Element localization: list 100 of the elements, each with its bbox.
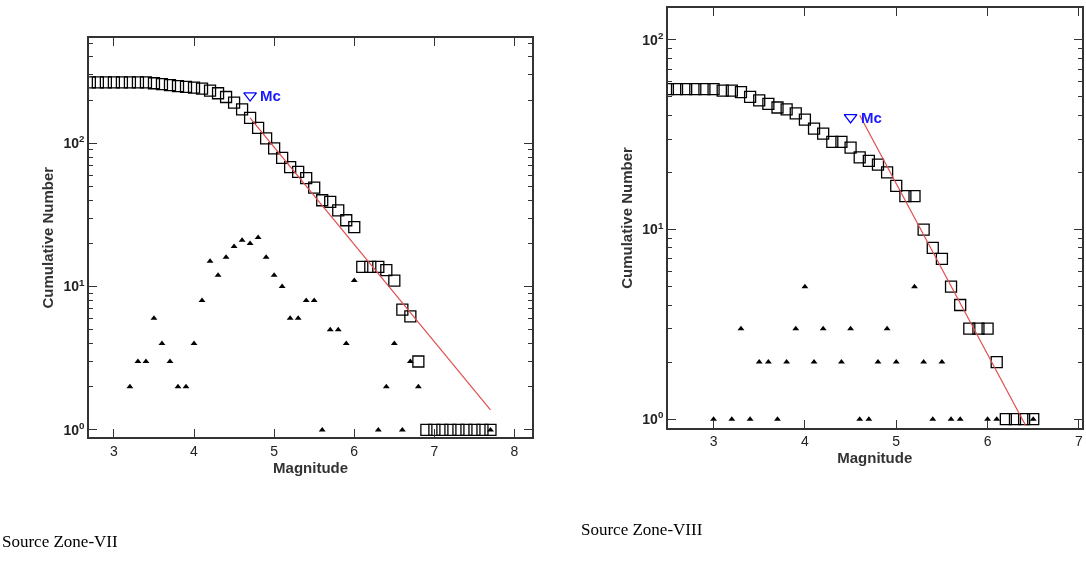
point <box>420 423 433 437</box>
point <box>990 355 1003 369</box>
point <box>163 79 177 92</box>
point <box>324 195 337 208</box>
point <box>292 165 305 179</box>
point <box>774 416 781 421</box>
point <box>259 132 273 145</box>
point <box>734 86 748 99</box>
x-tick-label: 3 <box>709 433 718 450</box>
point <box>147 77 161 90</box>
point <box>278 283 286 289</box>
point <box>798 113 812 126</box>
point <box>444 423 457 437</box>
point <box>890 179 903 192</box>
point <box>780 103 793 116</box>
point <box>267 142 281 155</box>
point <box>944 280 958 293</box>
point <box>284 161 297 174</box>
point <box>340 214 353 227</box>
point <box>743 90 757 104</box>
point <box>404 310 417 323</box>
point <box>380 264 393 277</box>
point <box>954 298 967 312</box>
point <box>817 127 830 140</box>
point <box>316 194 329 207</box>
point <box>476 423 489 437</box>
point <box>899 189 912 203</box>
point <box>348 220 361 234</box>
point <box>372 260 385 274</box>
point <box>789 107 802 120</box>
point <box>707 82 720 96</box>
point <box>762 97 775 110</box>
point <box>276 151 289 165</box>
point <box>187 81 201 94</box>
point <box>1017 413 1031 426</box>
x-axis-title: Magnitude <box>273 458 349 476</box>
point <box>844 141 857 154</box>
x-tick-label: 5 <box>892 433 901 450</box>
y-axis-title: Cumulative Number <box>618 146 636 289</box>
point <box>484 423 497 437</box>
point <box>219 90 233 104</box>
y-tick-label: 10$^{2}$ <box>642 29 664 48</box>
point <box>917 223 930 236</box>
point <box>670 82 684 96</box>
y-axis-title: Cumulative Number <box>39 166 57 309</box>
point <box>452 423 465 437</box>
point <box>1027 413 1040 426</box>
y-tick-label: 10$^{0}$ <box>63 419 86 438</box>
point <box>935 252 949 266</box>
point <box>251 121 265 134</box>
point <box>926 241 939 255</box>
x-tick-label: 6 <box>350 442 359 459</box>
point <box>396 303 409 316</box>
point <box>179 80 193 94</box>
point <box>725 84 738 97</box>
source-note: Source Zone-VII <box>2 532 118 551</box>
point <box>468 423 481 437</box>
annotation: Mc <box>861 109 882 126</box>
point <box>123 76 137 89</box>
point <box>680 82 693 96</box>
point <box>428 423 441 437</box>
point <box>963 322 976 335</box>
point <box>308 181 321 194</box>
point <box>908 189 921 203</box>
point <box>412 355 425 368</box>
point <box>1008 413 1022 426</box>
point <box>698 82 711 96</box>
point <box>871 158 885 171</box>
x-tick-label: 3 <box>109 442 118 459</box>
point <box>356 260 369 274</box>
x-tick-label: 6 <box>983 433 992 450</box>
point <box>91 76 105 89</box>
point <box>981 322 994 335</box>
x-tick-label: 5 <box>270 442 279 459</box>
point <box>972 322 985 335</box>
point <box>211 87 225 100</box>
point <box>716 84 729 97</box>
point <box>155 78 169 91</box>
point <box>689 82 702 96</box>
point <box>390 340 398 346</box>
point <box>880 166 894 179</box>
annotation: Mc <box>260 87 281 104</box>
y-tick-label: 10$^{1}$ <box>63 276 86 295</box>
point <box>243 111 257 125</box>
x-axis-title: Magnitude <box>837 449 913 467</box>
point <box>332 204 345 217</box>
point <box>131 76 145 89</box>
x-tick-label: 7 <box>1075 433 1084 450</box>
point <box>807 122 821 135</box>
x-tick-label: 7 <box>430 442 439 459</box>
point <box>753 94 766 107</box>
point <box>436 423 449 437</box>
x-tick-label: 8 <box>510 442 519 459</box>
point <box>388 274 401 287</box>
point <box>203 84 217 97</box>
y-tick-label: 10$^{1}$ <box>642 219 664 238</box>
x-tick-label: 4 <box>801 433 809 450</box>
point <box>460 423 473 437</box>
point <box>227 96 241 109</box>
point <box>115 76 129 89</box>
